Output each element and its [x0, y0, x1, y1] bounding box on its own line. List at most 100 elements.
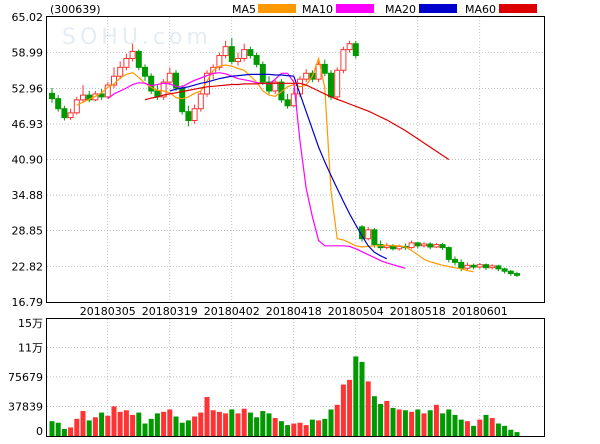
candle-body-down	[470, 264, 477, 268]
candle-body-down	[458, 261, 465, 269]
price-tick-label: 65.02	[12, 11, 44, 24]
candle-body-up	[67, 112, 74, 119]
candle-body-up	[166, 72, 173, 83]
price-tick-label: 52.96	[12, 82, 44, 95]
candle-body-down	[284, 99, 291, 107]
moving-average-lines	[76, 56, 474, 273]
date-tick-label: 20180319	[142, 305, 198, 318]
candle-body-up	[197, 93, 204, 110]
candle-body-up	[290, 93, 297, 107]
volume-bar-up	[347, 379, 353, 436]
candle-body-down	[185, 111, 192, 122]
volume-bar-up	[123, 410, 129, 436]
volume-panel-frame	[46, 318, 545, 437]
volume-bar-down	[229, 409, 235, 436]
price-tick-label: 16.79	[12, 296, 44, 309]
volume-tick-label: 15万	[18, 317, 43, 330]
volume-bar-down	[247, 412, 253, 436]
volume-bar-up	[74, 418, 80, 436]
candle-body-down	[98, 93, 105, 98]
volume-bar-down	[458, 419, 464, 436]
volume-bar-down	[483, 414, 489, 436]
volume-bar-up	[117, 411, 123, 436]
volume-bar-up	[334, 404, 340, 436]
volume-bar-down	[260, 411, 266, 436]
legend-swatch-ma10	[336, 4, 374, 13]
date-tick-label: 20180418	[266, 305, 322, 318]
date-tick-label: 20180305	[80, 305, 136, 318]
volume-bar-down	[390, 407, 396, 436]
price-tick-label: 58.99	[12, 47, 44, 60]
date-tick-labels: 20180305 20180319 20180402 20180418 20180504…	[80, 305, 508, 318]
candle-body-up	[334, 69, 341, 98]
stock-code: (300639)	[50, 3, 101, 16]
volume-bar-down	[136, 412, 142, 436]
candle-body-up	[489, 265, 496, 269]
volume-bar-up	[216, 411, 222, 436]
price-tick-label: 22.82	[12, 260, 44, 273]
candle-body-up	[340, 49, 347, 71]
volume-tick-label: 75679	[8, 371, 43, 384]
volume-bar-up	[210, 410, 216, 436]
candle-body-up	[476, 264, 483, 268]
volume-bar-up	[303, 425, 309, 436]
volume-bar-down	[322, 418, 328, 436]
ma-legend: MA5 MA10 MA20 MA60	[232, 3, 537, 16]
volume-bar-down	[185, 420, 191, 436]
legend-swatch-ma20	[419, 4, 457, 13]
volume-bar-up	[198, 412, 204, 436]
candle-body-down	[142, 66, 148, 77]
candle-body-down	[359, 226, 365, 240]
candle-body-down	[61, 108, 68, 119]
legend-label-ma10: MA10	[302, 3, 333, 16]
volume-y-tick-labels: 15万 11万 75679 37839 0	[8, 317, 43, 438]
volume-bar-up	[272, 418, 278, 436]
volume-bar-down	[471, 425, 477, 436]
volume-bar-up	[477, 419, 483, 436]
candle-body-down	[49, 92, 55, 100]
legend-label-ma60: MA60	[465, 3, 496, 16]
volume-tick-label: 11万	[18, 341, 43, 354]
volume-bar-down	[179, 422, 185, 436]
candle-body-up	[235, 57, 241, 62]
candle-body-up	[160, 81, 167, 98]
volume-bar-down	[148, 418, 154, 436]
volume-bar-down	[266, 413, 272, 436]
volume-bar-down	[142, 423, 148, 436]
volume-bar-down	[495, 423, 501, 436]
candle-body-up	[383, 245, 390, 249]
price-tick-label: 34.88	[12, 189, 44, 202]
candle-body-down	[507, 270, 514, 275]
volume-bar-down	[278, 421, 284, 436]
volume-bar-down	[173, 416, 179, 436]
volume-tick-label: 37839	[8, 400, 43, 413]
candle-body-down	[173, 72, 179, 89]
candle-body-up	[191, 108, 198, 122]
volume-bar-up	[80, 411, 86, 436]
candle-body-down	[352, 43, 359, 57]
volume-bar-down	[254, 417, 260, 436]
candle-body-down	[328, 72, 334, 98]
volume-bar-down	[359, 361, 365, 436]
candle-body-down	[259, 63, 266, 83]
candle-body-down	[371, 229, 378, 246]
volume-bar-down	[427, 410, 433, 436]
volume-bar-up	[340, 384, 346, 436]
candle-body-down	[253, 55, 260, 65]
candle-body-up	[204, 72, 210, 95]
candle-body-down	[483, 264, 489, 269]
candle-body-up	[346, 43, 353, 51]
volume-bar-down	[440, 413, 446, 436]
candle-body-up	[408, 242, 415, 249]
candle-body-down	[266, 81, 272, 92]
date-tick-label: 20180518	[390, 305, 446, 318]
volume-bar-down	[49, 421, 55, 436]
candle-body-down	[514, 273, 520, 276]
price-tick-label: 40.90	[12, 154, 44, 167]
volume-bar-down	[285, 425, 291, 436]
volume-bar-up	[105, 415, 111, 436]
volume-bar-up	[235, 413, 241, 436]
volume-bar-up	[297, 422, 303, 436]
candle-body-down	[148, 75, 155, 92]
volume-bar-up	[68, 427, 74, 436]
